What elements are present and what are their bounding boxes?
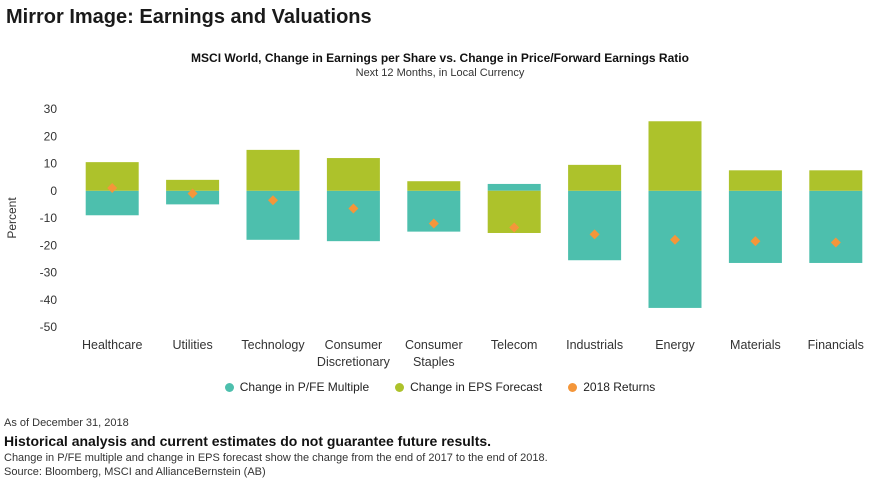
y-tick-label: 10 [44,157,58,171]
bar-eps-2 [246,149,300,191]
y-tick-label: 20 [44,129,58,143]
legend-label-returns: 2018 Returns [583,380,656,394]
legend-label-pfe: Change in P/FE Multiple [239,380,370,394]
chart-legend: Change in P/FE Multiple Change in EPS Fo… [0,380,880,394]
point-returns-4 [428,218,439,229]
y-tick-label: 30 [44,102,58,116]
footnote: Change in P/FE multiple and change in EP… [4,452,548,464]
chart-title: MSCI World, Change in Earnings per Share… [191,51,689,65]
bar-pfe-5 [487,183,541,191]
bar-eps-4 [407,181,461,191]
legend-swatch-pfe [224,382,234,392]
bar-eps-7 [648,121,702,191]
x-tick-label: Energy [655,338,695,352]
y-tick-label: -20 [40,238,58,252]
legend-swatch-eps [395,382,405,392]
as-of-date: As of December 31, 2018 [4,417,129,429]
bar-pfe-9 [809,190,863,263]
bar-eps-8 [728,170,782,191]
point-returns-5 [509,222,520,233]
y-tick-label: -40 [40,293,58,307]
y-tick-label: -10 [40,211,58,225]
x-tick-label: Discretionary [317,355,391,369]
point-returns-0 [107,183,118,194]
disclaimer: Historical analysis and current estimate… [4,433,492,449]
x-tick-label: Consumer [325,338,383,352]
legend-swatch-returns [568,382,578,392]
bar-eps-3 [326,158,380,191]
y-tick-label: -30 [40,266,58,280]
bar-pfe-7 [648,190,702,308]
source-note: Source: Bloomberg, MSCI and AllianceBern… [4,466,266,478]
y-tick-label: -50 [40,320,58,334]
point-returns-1 [187,188,198,199]
x-tick-label: Materials [730,338,781,352]
y-axis-label: Percent [5,197,19,239]
legend-item-returns: 2018 Returns [568,380,655,394]
bar-eps-1 [166,179,220,191]
x-tick-label: Staples [413,355,455,369]
y-tick-label: 0 [50,184,57,198]
point-returns-2 [268,195,278,206]
x-tick-label: Industrials [566,338,623,352]
page-headline: Mirror Image: Earnings and Valuations [6,6,372,28]
point-returns-3 [348,203,359,214]
x-tick-label: Consumer [405,338,463,352]
legend-label-eps: Change in EPS Forecast [410,380,543,394]
chart-subtitle: Next 12 Months, in Local Currency [355,67,525,79]
point-returns-6 [589,229,600,240]
legend-item-pfe: Change in P/FE Multiple [224,380,370,394]
bar-pfe-0 [85,190,139,216]
x-tick-label: Telecom [491,338,538,352]
point-returns-8 [750,236,761,247]
legend-item-eps: Change in EPS Forecast [395,380,542,394]
point-returns-9 [830,237,841,248]
point-returns-7 [670,234,680,245]
bar-eps-9 [809,170,863,191]
x-tick-label: Utilities [172,338,212,352]
bar-pfe-8 [728,190,782,263]
bar-eps-6 [568,164,622,191]
bar-pfe-6 [568,190,622,261]
x-tick-label: Technology [241,338,305,352]
chart-canvas: 30 20 10 0 -10 -20 -30 -40 -50 Percent Healthcare U… [5,102,864,369]
bar-pfe-3 [326,190,380,242]
x-tick-label: Healthcare [82,338,142,352]
x-tick-label: Financials [808,338,864,352]
